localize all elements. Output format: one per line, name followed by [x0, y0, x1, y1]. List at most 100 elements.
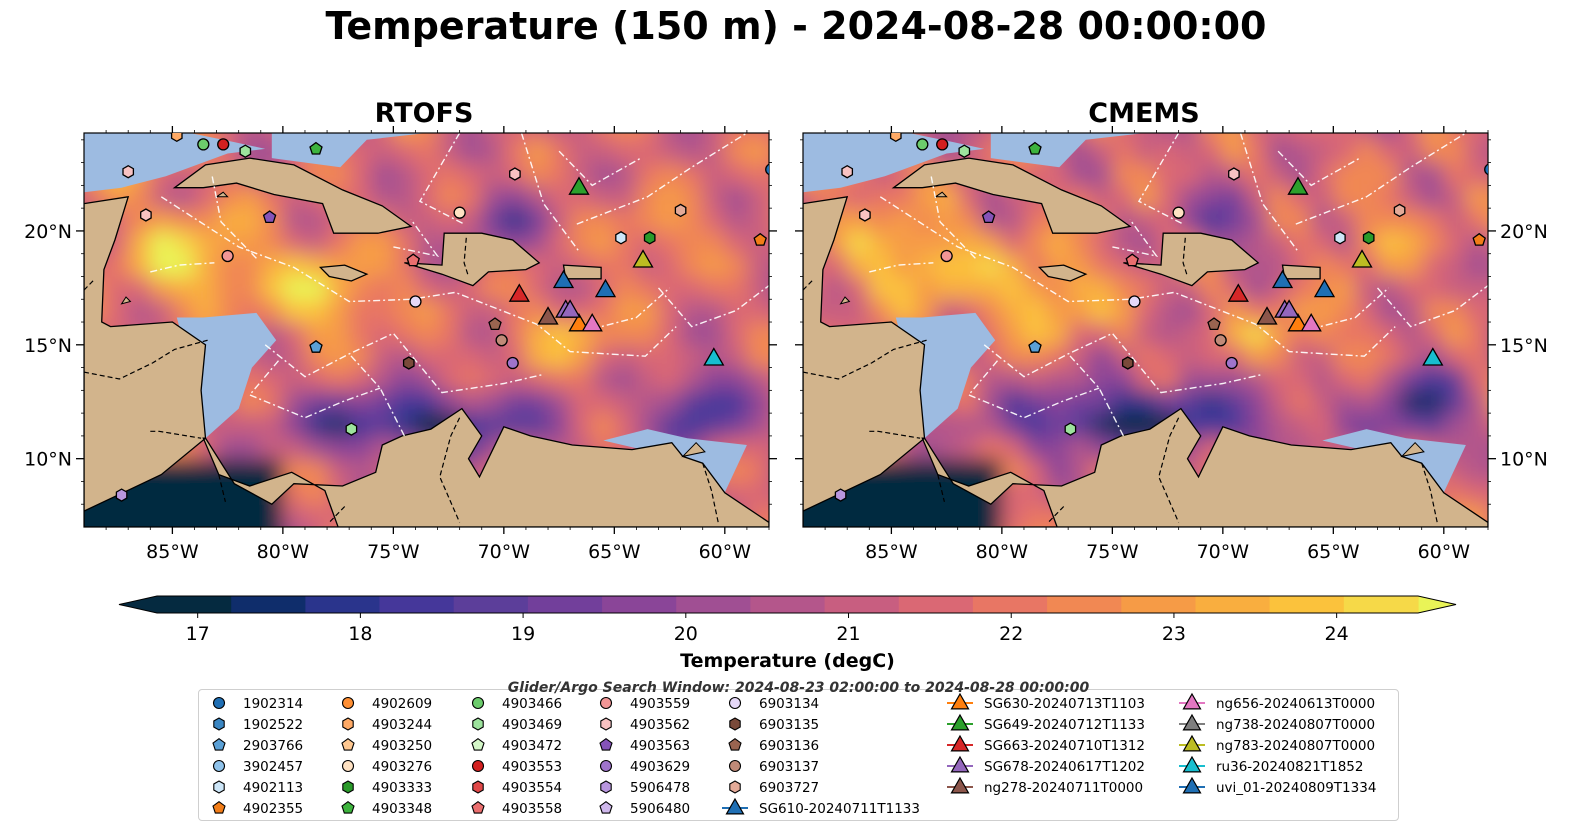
glider-marker: [552, 269, 575, 289]
colorbar-segment: [824, 596, 900, 613]
glider-marker: [1256, 306, 1278, 325]
eez-boundaries: [150, 133, 769, 437]
argo-float-marker: [217, 138, 230, 151]
colorbar-segment: [1195, 596, 1271, 613]
lon-tick-label-rtofs: 85°W: [146, 541, 199, 563]
colorbar-segment: [231, 596, 306, 613]
argo-float-marker: [409, 295, 422, 308]
jamaica-land: [318, 264, 369, 282]
eez-boundaries: [869, 133, 1488, 437]
glider-marker: [1278, 299, 1300, 318]
lat-tick-label-left: 15°N: [24, 335, 72, 357]
argo-float-marker: [1393, 203, 1406, 218]
observation-markers: [115, 133, 769, 502]
lon-tick-label-cmems: 70°W: [1197, 541, 1250, 563]
land: [803, 157, 1488, 527]
argo-float-marker: [674, 203, 687, 218]
argo-float-marker: [753, 232, 767, 246]
colorbar-segment: [453, 596, 529, 613]
glider-marker: [1271, 269, 1294, 289]
colorbar-extend-low: [119, 596, 157, 613]
colorbar-segment: [157, 596, 232, 613]
hispaniola-land: [404, 232, 541, 287]
argo-float-marker: [506, 356, 519, 370]
argo-float-marker: [1334, 231, 1346, 245]
lon-tick-label-rtofs: 60°W: [699, 541, 752, 563]
argo-float-marker: [1028, 340, 1042, 353]
country-borders: [803, 237, 1438, 523]
lon-tick-label-rtofs: 80°W: [257, 541, 310, 563]
argo-float-marker: [262, 210, 277, 224]
map-panel-cmems: [802, 132, 1489, 528]
argo-float-marker: [221, 249, 234, 263]
argo-float-marker: [140, 208, 152, 222]
glider-marker: [632, 249, 654, 268]
cuba-land: [891, 157, 1132, 234]
lat-tick-label-right: 20°N: [1500, 221, 1548, 243]
glider-marker: [703, 347, 725, 366]
figure-title: Temperature (150 m) - 2024-08-28 00:00:0…: [325, 4, 1267, 48]
lon-tick-label-cmems: 65°W: [1307, 541, 1360, 563]
colorbar-label: Temperature (degC): [680, 650, 895, 672]
map-panel-rtofs: [83, 132, 770, 528]
argo-float-marker: [940, 249, 953, 263]
glider-marker: [1300, 312, 1322, 332]
argo-float-marker: [1225, 356, 1238, 370]
colorbar-segment: [1121, 596, 1197, 613]
colorbar-tick-label: 18: [348, 623, 372, 645]
argo-float-marker: [615, 231, 627, 245]
map-frame: [802, 132, 1489, 528]
argo-float-marker: [936, 138, 949, 151]
lon-tick-label-rtofs: 65°W: [588, 541, 641, 563]
argo-float-marker: [1214, 334, 1227, 347]
argo-float-marker: [1028, 141, 1042, 155]
glider-marker: [568, 312, 590, 332]
argo-float-marker: [509, 167, 521, 181]
argo-float-marker: [170, 133, 183, 143]
glider-marker: [1422, 347, 1444, 366]
panel-title-cmems: CMEMS: [1088, 98, 1200, 129]
puerto-rico-land: [562, 264, 602, 280]
argo-float-marker: [889, 133, 902, 143]
argo-float-marker: [1064, 422, 1077, 436]
argo-float-marker: [859, 208, 871, 222]
argo-float-marker: [1362, 231, 1375, 245]
lon-tick-label-rtofs: 70°W: [478, 541, 531, 563]
land: [84, 157, 769, 527]
hispaniola-land: [1123, 232, 1260, 287]
colorbar-segment: [972, 596, 1048, 613]
glider-marker: [1287, 176, 1309, 195]
lon-tick-label-cmems: 75°W: [1086, 541, 1139, 563]
glider-marker: [568, 176, 590, 195]
argo-float-marker: [981, 210, 996, 224]
argo-float-marker: [1207, 317, 1221, 331]
glider-marker: [508, 283, 530, 302]
glider-marker: [559, 299, 581, 318]
lon-tick-label-cmems: 60°W: [1418, 541, 1471, 563]
argo-float-marker: [1472, 232, 1486, 246]
argo-float-marker: [834, 488, 847, 502]
glider-marker: [1287, 312, 1309, 332]
glider-marker: [1351, 249, 1373, 268]
country-borders: [84, 237, 719, 523]
cuba-land: [172, 157, 413, 234]
colorbar-tick-label: 20: [674, 623, 698, 645]
legend-box: [198, 689, 1399, 821]
colorbar-tick-label: 23: [1162, 623, 1186, 645]
colorbar-segment: [898, 596, 974, 613]
south-america-land: [803, 195, 1488, 527]
puerto-rico-land: [1281, 264, 1321, 280]
colorbar-segment: [750, 596, 826, 613]
argo-float-marker: [115, 488, 128, 502]
argo-float-marker: [1128, 295, 1141, 308]
argo-float-marker: [643, 231, 656, 245]
colorbar-tick-label: 21: [836, 623, 860, 645]
colorbar-segment: [1343, 596, 1419, 613]
colorbar-segment: [379, 596, 455, 613]
colorbar-tick-label: 22: [999, 623, 1023, 645]
lat-tick-label-right: 15°N: [1500, 335, 1548, 357]
panel-title-rtofs: RTOFS: [374, 98, 474, 129]
argo-float-marker: [122, 164, 135, 179]
lat-tick-label-left: 20°N: [24, 221, 72, 243]
argo-float-marker: [488, 317, 502, 331]
